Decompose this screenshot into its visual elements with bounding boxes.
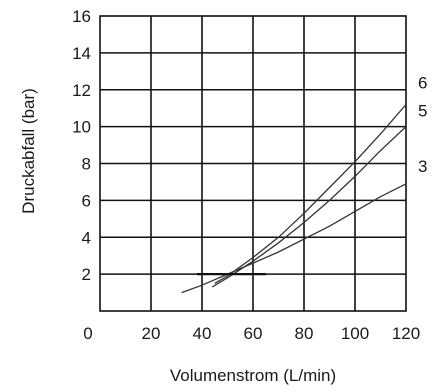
x-tick-label: 0: [83, 324, 92, 343]
x-tick-label: 80: [295, 324, 314, 343]
series-line-5: [211, 126, 407, 288]
y-tick-label: 12: [72, 81, 91, 100]
x-tick-label: 100: [341, 324, 369, 343]
x-tick-label: 120: [392, 324, 420, 343]
series-label-5: 5: [418, 102, 427, 121]
y-tick-label: 16: [72, 7, 91, 26]
x-tick-label: 40: [193, 324, 212, 343]
y-tick-label: 6: [82, 191, 91, 210]
x-axis-label: Volumenstrom (L/min): [170, 366, 336, 385]
y-tick-label: 4: [82, 228, 91, 247]
y-axis-label: Druckabfall (bar): [19, 88, 38, 214]
series-labels: 6 5 3: [418, 74, 427, 176]
series-label-3: 3: [418, 157, 427, 176]
series-label-6: 6: [418, 74, 427, 93]
x-axis-ticks: 0 20 40 60 80 100 120: [83, 324, 420, 343]
y-tick-label: 2: [82, 265, 91, 284]
series-line-6: [214, 104, 407, 284]
series-line-3: [181, 183, 407, 294]
curves: [181, 104, 407, 294]
plot-frame: [99, 15, 407, 312]
x-tick-label: 20: [142, 324, 161, 343]
x-tick-label: 60: [244, 324, 263, 343]
y-axis-ticks: 2 4 6 8 10 12 14 16: [72, 7, 91, 284]
y-tick-label: 8: [82, 155, 91, 174]
y-tick-label: 10: [72, 118, 91, 137]
y-tick-label: 14: [72, 44, 91, 63]
grid: [100, 16, 406, 311]
